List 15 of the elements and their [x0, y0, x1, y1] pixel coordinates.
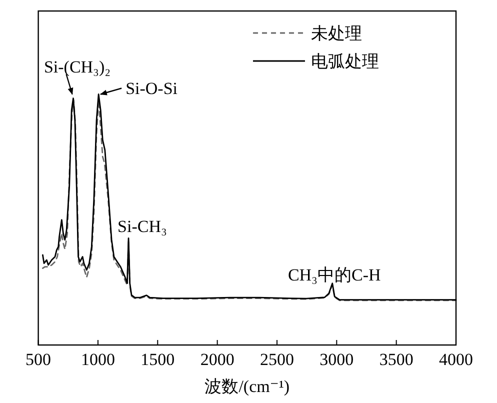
- x-tick-label: 4000: [439, 350, 473, 369]
- legend-label: 电弧处理: [311, 52, 379, 71]
- x-tick-label: 3000: [320, 350, 354, 369]
- legend-label: 未处理: [311, 24, 362, 43]
- x-axis-title: 波数/(cm⁻¹): [204, 377, 290, 396]
- x-tick-label: 2000: [200, 350, 234, 369]
- annotation: Si-CH₃: [118, 217, 167, 236]
- x-tick-label: 2500: [260, 350, 294, 369]
- x-tick-label: 1500: [140, 350, 175, 369]
- x-tick-label: 3500: [379, 350, 414, 369]
- annotation: CH₃中的C-H: [288, 265, 381, 284]
- annotation: Si-(CH₃)₂: [44, 57, 111, 76]
- x-tick-label: 500: [26, 350, 52, 369]
- annotation: Si-O-Si: [126, 79, 178, 98]
- x-tick-label: 1000: [80, 350, 115, 369]
